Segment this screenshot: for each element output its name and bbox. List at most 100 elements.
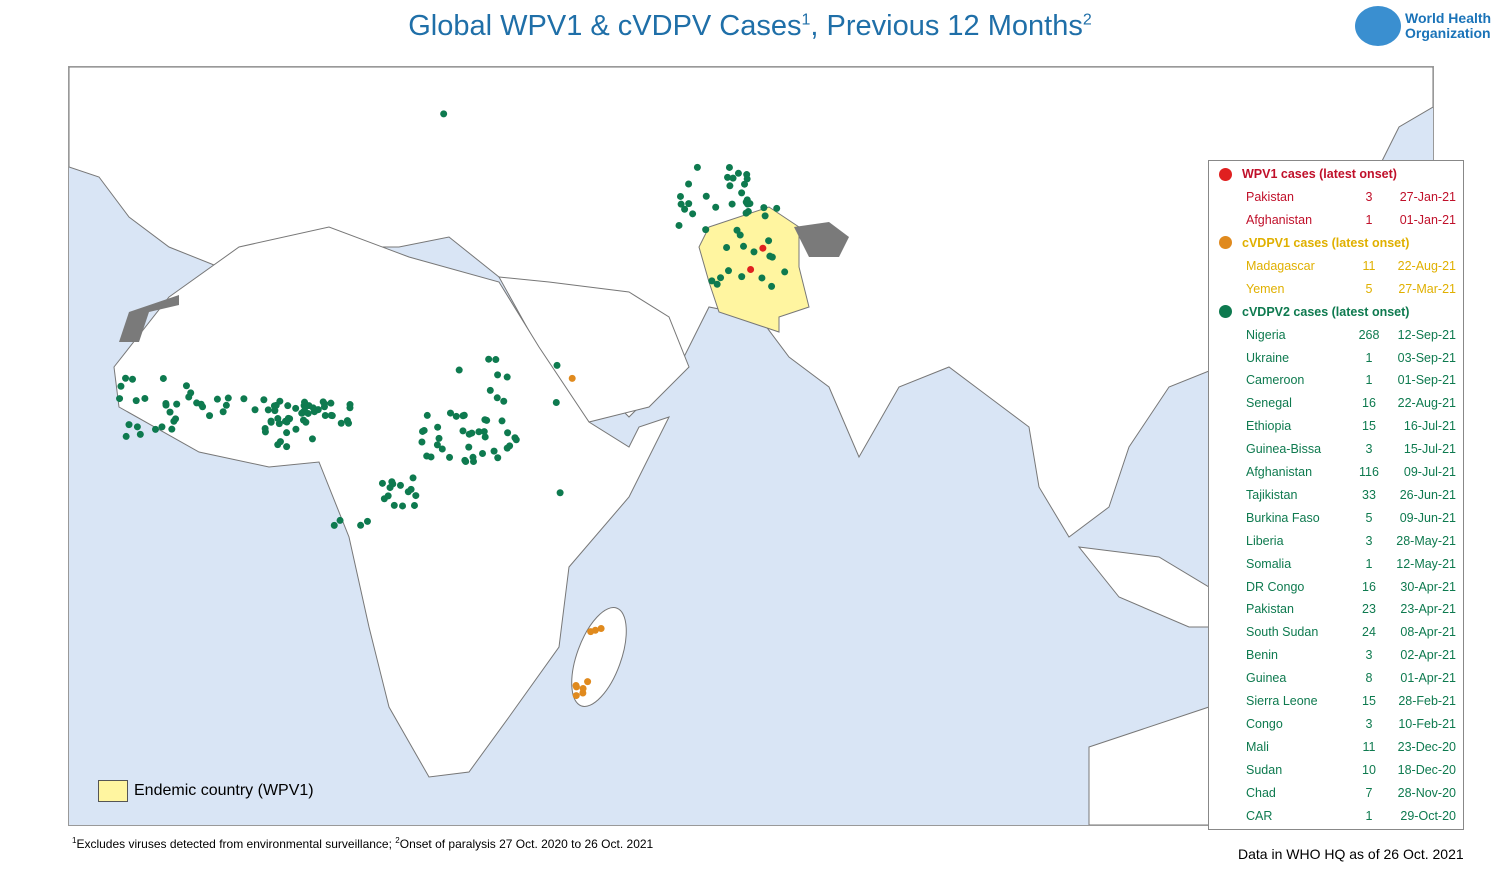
cvdpv2-case-dot	[452, 412, 460, 420]
cvdpv2-case-dot	[483, 416, 491, 424]
footnote: 1Excludes viruses detected from environm…	[72, 836, 654, 851]
cvdpv2-case-dot	[479, 449, 487, 457]
cvdpv2-case-dot	[781, 268, 789, 276]
cvdpv2-case-dot	[475, 428, 483, 436]
cvdpv2-case-dot	[741, 180, 749, 188]
cvdpv1-case-dot	[568, 374, 576, 382]
cvdpv2-case-dot	[494, 454, 502, 462]
cvdpv2-case-dot	[685, 200, 693, 208]
cvdpv2-case-dot	[725, 163, 733, 171]
cvdpv2-case-dot	[327, 399, 335, 407]
cvdpv2-case-dot	[321, 412, 329, 420]
cvdpv2-case-dot	[274, 415, 282, 423]
cvdpv2-case-dot	[438, 445, 446, 453]
cvdpv2-case-dot	[465, 443, 473, 451]
cvdpv2-case-dot	[693, 163, 701, 171]
cvdpv2-case-dot	[689, 210, 697, 218]
cvdpv2-case-dot	[500, 397, 508, 405]
cvdpv2-case-dot	[390, 501, 398, 509]
wpv1-case-dot	[747, 266, 755, 274]
cvdpv2-case-dot	[486, 386, 494, 394]
cvdpv2-case-dot	[168, 425, 176, 433]
cvdpv2-case-dot	[675, 221, 683, 229]
cvdpv2-case-dot	[330, 521, 338, 529]
cvdpv2-case-dot	[152, 425, 160, 433]
cvdpv1-case-dot	[584, 678, 592, 686]
cvdpv2-case-dot	[434, 423, 442, 431]
cvdpv2-case-dot	[485, 355, 493, 363]
cvdpv2-case-dot	[185, 393, 193, 401]
cvdpv2-case-dot	[717, 274, 725, 282]
cvdpv2-case-dot	[480, 428, 488, 436]
who-emblem-icon	[1355, 6, 1401, 46]
cvdpv2-case-dot	[702, 226, 710, 234]
cvdpv2-case-dot	[396, 481, 404, 489]
cvdpv2-case-dot	[409, 474, 417, 482]
cvdpv2-case-dot	[435, 434, 443, 442]
cvdpv2-case-dot	[133, 423, 141, 431]
cvdpv1-case-dot	[591, 626, 599, 634]
cvdpv2-case-dot	[380, 495, 388, 503]
cvdpv2-case-dot	[320, 403, 328, 411]
cvdpv2-case-dot	[419, 427, 427, 435]
cvdpv2-case-dot	[459, 427, 467, 435]
cvdpv2-case-dot	[261, 428, 269, 436]
cvdpv2-case-dot	[494, 371, 502, 379]
cvdpv2-case-dot	[723, 243, 731, 251]
cvdpv2-case-dot	[681, 205, 689, 213]
cvdpv2-case-dot	[128, 375, 136, 383]
cvdpv2-case-dot	[386, 484, 394, 492]
cvdpv2-case-dot	[159, 374, 167, 382]
cvdpv2-case-dot	[343, 417, 351, 425]
cvdpv2-case-dot	[556, 489, 564, 497]
cvdpv2-case-dot	[267, 418, 275, 426]
cvdpv2-case-dot	[116, 395, 124, 403]
cvdpv2-case-dot	[166, 408, 174, 416]
wpv1-marker-icon	[1219, 167, 1232, 181]
cvdpv2-case-dot	[122, 374, 130, 382]
cvdpv2-case-dot	[728, 200, 736, 208]
cvdpv2-case-dot	[738, 189, 746, 197]
cvdpv1-case-dot	[597, 625, 605, 633]
cvdpv2-case-dot	[260, 396, 268, 404]
cvdpv2-case-dot	[346, 404, 354, 412]
cvdpv2-case-dot	[407, 485, 415, 493]
cvdpv2-case-dot	[750, 248, 758, 256]
cvdpv2-case-dot	[206, 412, 214, 420]
cvdpv2-case-dot	[768, 282, 776, 290]
cvdpv2-case-dot	[197, 400, 205, 408]
cvdpv2-case-dot	[224, 394, 232, 402]
cvdpv2-case-dot	[327, 411, 335, 419]
cvdpv2-case-dot	[301, 398, 309, 406]
cvdpv2-case-dot	[271, 407, 279, 415]
cvdpv2-case-dot	[744, 207, 752, 215]
cvdpv2-case-dot	[676, 192, 684, 200]
cvdpv1-legend-header: cVDPV1 cases (latest onset)	[1219, 236, 1409, 250]
page-title: Global WPV1 & cVDPV Cases1, Previous 12 …	[408, 10, 1092, 42]
cvdpv2-case-dot	[708, 277, 716, 285]
cvdpv2-case-dot	[503, 373, 511, 381]
cvdpv2-case-dot	[712, 203, 720, 211]
cvdpv2-case-dot	[251, 406, 259, 414]
africa-landmass	[113, 226, 670, 778]
cvdpv2-case-dot	[455, 366, 463, 374]
cvdpv2-case-dot	[222, 401, 230, 409]
cvdpv2-case-dot	[493, 394, 501, 402]
cvdpv2-case-dot	[765, 237, 773, 245]
cvdpv2-case-dot	[172, 415, 180, 423]
cvdpv2-case-dot	[182, 382, 190, 390]
cvdpv2-case-dot	[745, 200, 753, 208]
cvdpv2-case-dot	[283, 429, 291, 437]
cvdpv2-case-dot	[272, 401, 280, 409]
cvdpv2-case-dot	[460, 411, 468, 419]
cvdpv2-case-dot	[729, 174, 737, 182]
cvdpv2-case-dot	[492, 356, 500, 364]
cvdpv2-case-dot	[363, 517, 371, 525]
cvdpv2-case-dot	[301, 407, 309, 415]
cvdpv2-case-dot	[276, 438, 284, 446]
cvdpv2-case-dot	[773, 204, 781, 212]
endemic-legend: Endemic country (WPV1)	[98, 780, 314, 802]
cvdpv2-case-dot	[378, 479, 386, 487]
cvdpv2-case-dot	[677, 200, 685, 208]
cvdpv2-case-dot	[122, 432, 130, 440]
